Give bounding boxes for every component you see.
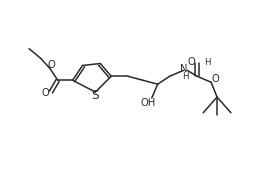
Text: H: H bbox=[204, 58, 211, 67]
Text: O: O bbox=[188, 56, 195, 66]
Text: OH: OH bbox=[140, 98, 155, 108]
Text: N: N bbox=[180, 64, 187, 74]
Text: H: H bbox=[182, 72, 189, 81]
Text: O: O bbox=[48, 61, 56, 71]
Text: S: S bbox=[92, 89, 99, 102]
Text: O: O bbox=[211, 74, 219, 84]
Text: O: O bbox=[41, 88, 49, 98]
